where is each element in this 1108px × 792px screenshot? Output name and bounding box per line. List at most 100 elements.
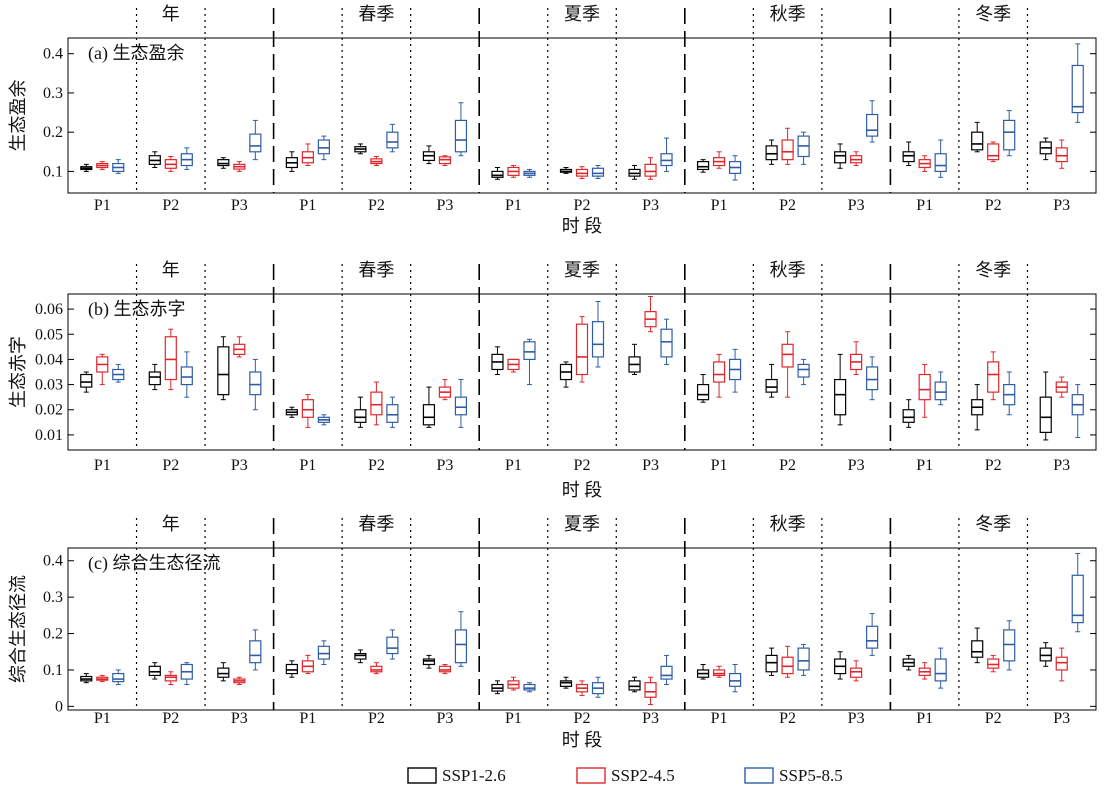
box-SSP1-2.6: [696, 374, 710, 403]
box-SSP5-8.5: [180, 147, 193, 170]
box-iqr: [217, 667, 230, 678]
period-tick-label: P1: [94, 710, 111, 727]
legend-item-SSP2-4.5: SSP2-4.5: [576, 766, 675, 785]
box-SSP1-2.6: [1039, 642, 1052, 667]
box-iqr: [712, 361, 726, 383]
box-SSP1-2.6: [765, 139, 778, 165]
period-tick-label: P2: [162, 197, 179, 214]
box-SSP5-8.5: [934, 371, 947, 406]
box-SSP1-2.6: [422, 654, 436, 669]
box-SSP5-8.5: [386, 396, 399, 428]
legend-item-SSP5-8.5: SSP5-8.5: [744, 766, 843, 785]
box-SSP1-2.6: [354, 396, 367, 428]
box-SSP2-4.5: [164, 328, 177, 391]
box-iqr: [386, 404, 399, 423]
box-SSP2-4.5: [644, 157, 657, 180]
box-iqr: [249, 640, 262, 664]
box-SSP5-8.5: [866, 356, 879, 401]
box-iqr: [164, 674, 177, 682]
box-iqr: [934, 153, 947, 173]
period-tick-label: P3: [436, 457, 453, 474]
period-tick-label: P2: [368, 710, 385, 727]
box-iqr: [249, 133, 262, 153]
y-tick-label: 0.02: [35, 402, 63, 419]
box-iqr: [217, 346, 230, 396]
box-SSP5-8.5: [454, 102, 468, 157]
box-SSP5-8.5: [1003, 110, 1016, 157]
box-SSP2-4.5: [438, 379, 452, 401]
box-iqr: [386, 636, 399, 655]
box-SSP2-4.5: [987, 654, 1000, 673]
box-SSP2-4.5: [850, 660, 863, 682]
box-SSP1-2.6: [559, 676, 573, 689]
box-iqr: [454, 629, 468, 664]
box-SSP5-8.5: [523, 168, 536, 178]
box-iqr: [301, 399, 314, 418]
box-SSP5-8.5: [797, 643, 810, 676]
box-SSP1-2.6: [354, 649, 367, 664]
period-tick-label: P2: [779, 710, 796, 727]
period-tick-label: P1: [916, 710, 933, 727]
season-label: 冬季: [975, 514, 1011, 534]
box-SSP5-8.5: [797, 131, 810, 165]
panel-1: 年 P1 P2 P3 春季 P1 P2 P3 夏季 P1 P2 P3 秋季 P1 P2 P3 冬季 P1 P2 P3 0…: [8, 4, 1097, 236]
panel-title: (b) 生态赤字: [88, 299, 186, 320]
y-tick-label: 0.01: [35, 427, 63, 444]
box-SSP1-2.6: [217, 662, 230, 682]
box-iqr: [866, 366, 879, 391]
box-SSP1-2.6: [696, 663, 710, 680]
box-iqr: [591, 321, 605, 358]
box-SSP2-4.5: [781, 127, 794, 165]
box-iqr: [180, 366, 193, 386]
box-iqr: [217, 159, 230, 167]
box-SSP5-8.5: [523, 338, 536, 386]
y-tick-label: 0.03: [35, 377, 63, 394]
box-SSP5-8.5: [112, 363, 125, 383]
box-SSP5-8.5: [1003, 620, 1016, 671]
box-SSP5-8.5: [317, 135, 330, 161]
period-tick-label: P3: [642, 457, 659, 474]
period-tick-label: P3: [848, 710, 865, 727]
box-SSP2-4.5: [918, 155, 931, 172]
box-SSP2-4.5: [96, 161, 109, 170]
box-SSP2-4.5: [575, 166, 589, 179]
period-tick-label: P1: [505, 457, 522, 474]
box-SSP2-4.5: [370, 662, 383, 675]
period-tick-label: P2: [368, 197, 385, 214]
box-SSP1-2.6: [422, 386, 436, 428]
box-iqr: [971, 640, 984, 658]
box-SSP2-4.5: [438, 663, 452, 675]
box-SSP1-2.6: [765, 363, 778, 398]
period-tick-label: P2: [574, 457, 591, 474]
box-SSP5-8.5: [112, 159, 125, 174]
panel-3: 年 P1 P2 P3 春季 P1 P2 P3 夏季 P1 P2 P3 秋季 P1 P2 P3 冬季 P1 P2 P3 0…: [8, 514, 1097, 750]
box-SSP5-8.5: [1071, 552, 1084, 633]
box-SSP2-4.5: [918, 363, 931, 418]
box-SSP2-4.5: [301, 143, 314, 167]
box-SSP2-4.5: [575, 680, 589, 696]
box-SSP2-4.5: [850, 151, 863, 167]
box-SSP2-4.5: [1055, 647, 1068, 682]
period-tick-label: P2: [574, 710, 591, 727]
box-iqr: [317, 139, 330, 155]
plot-frame: [67, 547, 1097, 711]
box-SSP1-2.6: [696, 159, 710, 173]
box-iqr: [523, 341, 536, 361]
period-tick-label: P3: [231, 197, 248, 214]
box-SSP2-4.5: [507, 676, 520, 691]
box-SSP2-4.5: [233, 676, 246, 686]
box-SSP1-2.6: [971, 121, 984, 153]
period-tick-label: P1: [711, 710, 728, 727]
box-SSP1-2.6: [834, 651, 847, 680]
legend-item-SSP1-2.6: SSP1-2.6: [407, 766, 506, 785]
box-SSP2-4.5: [712, 665, 726, 678]
box-iqr: [866, 113, 879, 137]
box-SSP5-8.5: [180, 662, 193, 686]
box-SSP1-2.6: [834, 143, 847, 169]
box-iqr: [454, 119, 468, 153]
box-iqr: [834, 151, 847, 164]
box-SSP5-8.5: [249, 358, 262, 411]
period-tick-label: P1: [299, 197, 316, 214]
box-iqr: [781, 343, 794, 368]
box-iqr: [797, 363, 810, 378]
